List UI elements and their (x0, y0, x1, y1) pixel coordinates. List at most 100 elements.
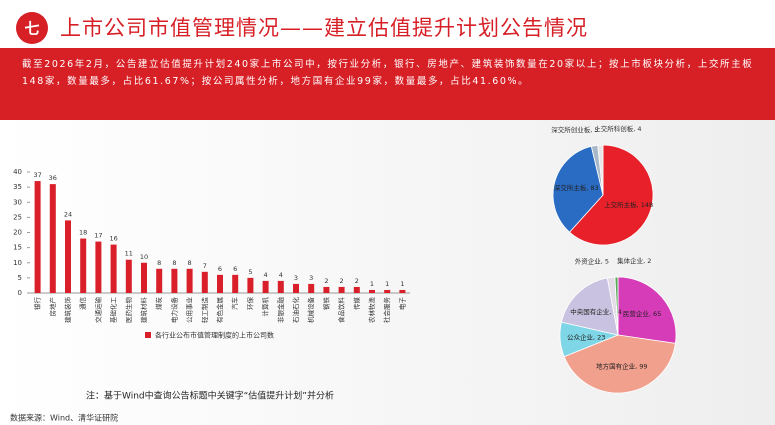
x-tick-label: 医药生物 (124, 297, 133, 324)
bar (156, 268, 163, 293)
slice-label: 上交所科创板, 4 (594, 124, 641, 133)
x-tick-label: 煤炭 (154, 297, 163, 311)
slice-label: 外资企业, 5 (575, 256, 609, 265)
data-label: 36 (49, 174, 57, 182)
x-tick-label: 有色金属 (215, 297, 224, 323)
slice-label: 民营企业, 65 (623, 309, 661, 318)
bar (308, 283, 315, 293)
data-label: 37 (33, 171, 41, 179)
bar (141, 262, 147, 293)
legend-swatch (145, 332, 151, 338)
source: 数据来源：Wind、清华证研院 (10, 413, 118, 423)
summary-band (0, 48, 775, 120)
slice-label: 深交所主板, 83 (554, 183, 599, 192)
data-label: 2 (324, 277, 328, 285)
bar (34, 181, 41, 293)
x-tick-label: 通信 (78, 297, 87, 311)
bar (232, 274, 239, 293)
x-tick-label: 电力设备 (169, 297, 178, 324)
data-label: 2 (355, 277, 359, 285)
x-tick-label: 轻工制造 (200, 297, 209, 324)
x-tick-label: 食品饮料 (337, 297, 346, 324)
y-tick-label: 25 (13, 213, 22, 221)
bar (277, 280, 284, 293)
data-label: 4 (279, 271, 283, 279)
x-tick-label: 钢铁 (321, 297, 330, 311)
bar (293, 283, 299, 293)
bar (217, 274, 223, 293)
x-tick-label: 传媒 (352, 297, 361, 311)
y-tick-label: 40 (13, 168, 22, 176)
slice-label: 公众企业, 23 (567, 333, 605, 342)
data-label: 8 (172, 259, 176, 267)
badge (16, 12, 48, 44)
data-label: 1 (385, 280, 389, 288)
bar (95, 241, 102, 293)
pie-slice (563, 334, 676, 394)
x-tick-label: 机械设备 (306, 297, 315, 324)
x-tick-label: 汽车 (230, 297, 239, 311)
x-tick-label: 环保 (245, 297, 254, 311)
x-tick-label: 交通运输 (93, 297, 102, 324)
y-tick-label: 10 (13, 259, 22, 267)
slice-label: 深交所创业板, 5 (551, 125, 598, 134)
data-label: 24 (64, 210, 72, 218)
bar (399, 289, 406, 293)
slice-label: 集体企业, 2 (617, 256, 651, 265)
x-tick-label: 建筑材料 (139, 297, 148, 324)
x-tick-label: 电子 (397, 297, 406, 311)
data-label: 11 (125, 250, 133, 258)
data-label: 17 (94, 232, 102, 240)
data-label: 10 (140, 253, 148, 261)
y-tick-label: 35 (13, 183, 22, 191)
pie-slice (552, 145, 604, 233)
pie-slice (560, 277, 619, 336)
bar (186, 268, 193, 293)
x-tick-label: 计算机 (261, 297, 270, 317)
data-label: 3 (294, 274, 298, 282)
bar (323, 286, 330, 293)
bar (80, 238, 87, 293)
badge-text: 七 (24, 20, 39, 38)
slice-label: 中央国有企业, 44 (570, 307, 621, 316)
bar (65, 220, 71, 293)
bar (262, 280, 269, 293)
x-tick-label: 农林牧渔 (367, 297, 376, 324)
data-label: 1 (370, 280, 374, 288)
bar (171, 268, 178, 293)
pie-slice (568, 144, 654, 246)
bar (49, 184, 56, 293)
x-tick-label: 银行 (33, 297, 42, 311)
bar (247, 277, 254, 293)
y-tick-label: 0 (18, 289, 22, 297)
bar (369, 289, 375, 293)
x-tick-label: 非银金融 (276, 297, 285, 324)
bar (338, 286, 345, 293)
pie-slice (617, 276, 677, 344)
x-tick-label: 建筑装饰 (63, 297, 72, 324)
legend-label: 各行业公布市值管理制度的上市公司数 (155, 331, 274, 340)
data-label: 6 (233, 265, 237, 273)
title: 上市公司市值管理情况——建立估值提升计划公告情况 (60, 16, 588, 40)
pie-slice (614, 276, 619, 336)
data-label: 5 (248, 268, 252, 276)
y-tick-label: 15 (13, 244, 22, 252)
x-tick-label: 房地产 (48, 297, 57, 317)
data-label: 3 (309, 274, 313, 282)
bar (353, 286, 360, 293)
x-tick-label: 社会服务 (382, 297, 391, 324)
bar (110, 244, 117, 293)
pie-slice (597, 144, 604, 196)
bar (125, 259, 132, 293)
summary: 截至2026年2月，公告建立估值提升计划240家上市公司中，按行业分析，银行、房… (22, 59, 754, 87)
data-label: 4 (264, 271, 268, 279)
slice-label: 地方国有企业, 99 (596, 362, 647, 371)
data-label: 16 (109, 235, 117, 243)
bar (201, 271, 208, 293)
data-label: 7 (203, 262, 207, 270)
bar (384, 289, 391, 293)
data-label: 8 (188, 259, 192, 267)
data-label: 2 (340, 277, 344, 285)
